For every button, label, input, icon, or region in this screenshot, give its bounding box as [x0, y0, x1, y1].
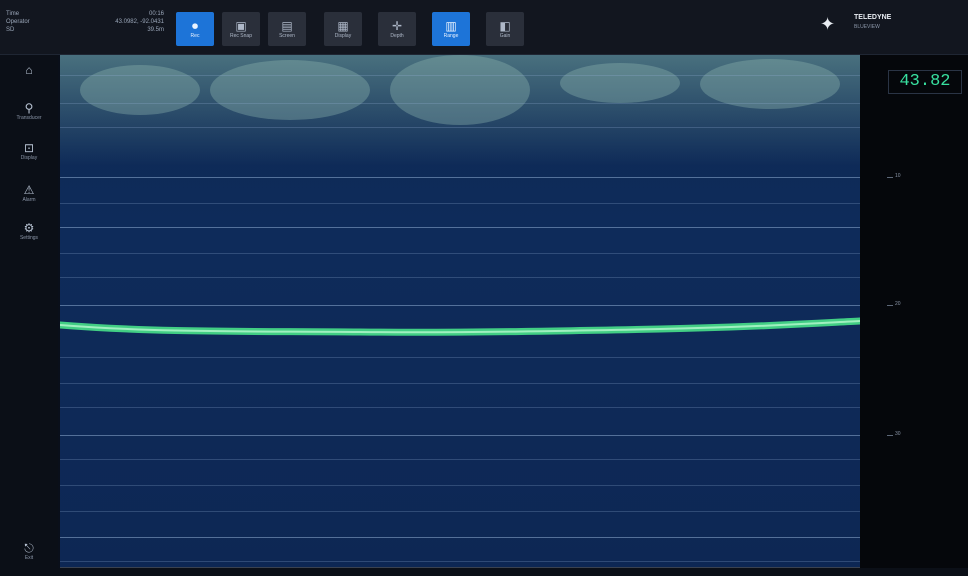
scale-tick	[887, 435, 893, 436]
status-value: 00:16	[148, 11, 164, 17]
scale-label: 20	[895, 301, 901, 307]
snapshot-button[interactable]: ▣ Rec Snap	[222, 12, 260, 46]
camera-icon: ▣	[235, 19, 247, 33]
settings-icon: ⚙	[23, 221, 35, 235]
scale-tick	[887, 177, 893, 178]
record-icon: ⏺	[191, 19, 198, 33]
exit-icon: ⎋	[24, 541, 34, 555]
depth-gridline-major	[60, 537, 860, 538]
logo-name: TELEDYNE	[854, 14, 892, 21]
depth-button[interactable]: ✛ Depth	[378, 12, 416, 46]
depth-gridline	[60, 75, 860, 76]
status-value: 39.5m	[147, 27, 164, 33]
depth-gridline	[60, 127, 860, 128]
scale-label: 30	[895, 431, 901, 437]
sidebar-item-label: Settings	[19, 235, 39, 241]
teledyne-logo: ✦ TELEDYNE BLUEVIEW	[820, 12, 960, 46]
record-label: Rec	[190, 33, 200, 39]
gain-button[interactable]: ◧ Gain	[486, 12, 524, 46]
depth-gridline	[60, 383, 860, 384]
left-sidebar: ⌂ ⚲ Transducer ⊡ Display ⚠ Alarm ⚙ Setti…	[0, 55, 58, 576]
gain-label: Gain	[499, 33, 511, 39]
depth-gridline	[60, 511, 860, 512]
range-icon: ▥	[445, 19, 457, 33]
record-button[interactable]: ⏺ Rec	[176, 12, 214, 46]
crosshair-icon: ✛	[391, 19, 403, 33]
sidebar-item-waypoint[interactable]: ⌂	[4, 63, 54, 77]
screen-icon: ▤	[281, 19, 293, 33]
top-toolbar: Time 00:16 Operator 43.0982, -92.0431 SD 39…	[0, 0, 968, 55]
depth-gridline	[60, 485, 860, 486]
sidebar-item-label: Alarm	[22, 197, 36, 203]
clutter-patch	[390, 55, 530, 125]
clutter-patch	[700, 59, 840, 109]
depth-gridline-major	[60, 435, 860, 436]
depth-gridline	[60, 407, 860, 408]
clutter-patch	[80, 65, 200, 115]
depth-gridline-major	[60, 227, 860, 228]
depth-gridline-major	[60, 177, 860, 178]
status-label: SD	[6, 27, 15, 33]
status-label: Operator	[6, 19, 30, 25]
waypoint-icon: ⌂	[25, 63, 33, 77]
range-label: Range	[443, 33, 459, 39]
transducer-icon: ⚲	[24, 101, 34, 115]
depth-gridline	[60, 357, 860, 358]
sidebar-item-alarm[interactable]: ⚠ Alarm	[4, 183, 54, 203]
scale-label: 10	[895, 173, 901, 179]
depth-gridline-major	[60, 305, 860, 306]
clutter-patch	[210, 60, 370, 120]
depth-gridline	[60, 561, 860, 562]
display-icon: ▦	[337, 19, 349, 33]
sidebar-item-transducer[interactable]: ⚲ Transducer	[4, 101, 54, 121]
status-value: 43.0982, -92.0431	[115, 19, 164, 25]
surface-clutter	[60, 55, 860, 165]
sidebar-item-label: Exit	[24, 555, 34, 561]
layout-icon: ⊡	[23, 141, 35, 155]
depth-gridline	[60, 277, 860, 278]
sonar-echogram[interactable]	[60, 55, 860, 568]
depth-gridline	[60, 103, 860, 104]
depth-gridline	[60, 253, 860, 254]
logo-subtitle: BLUEVIEW	[854, 24, 880, 30]
bottom-echo-trace	[60, 317, 860, 336]
warning-icon: ⚠	[23, 183, 35, 197]
bottom-bar	[0, 568, 968, 576]
status-label: Time	[6, 11, 20, 17]
status-panel: Time 00:16 Operator 43.0982, -92.0431 SD 39…	[6, 10, 164, 34]
screen-label: Screen	[279, 33, 295, 39]
scale-tick	[887, 305, 893, 306]
sidebar-item-exit[interactable]: ⎋ Exit	[4, 541, 54, 561]
display-button[interactable]: ▦ Display	[324, 12, 362, 46]
depth-label: Depth	[390, 33, 404, 39]
screen-button[interactable]: ▤ Screen	[268, 12, 306, 46]
sidebar-item-label: Transducer	[16, 115, 42, 121]
snapshot-label: Rec Snap	[230, 33, 252, 39]
depth-readout: 43.82	[888, 70, 962, 94]
depth-gridline	[60, 203, 860, 204]
range-button[interactable]: ▥ Range	[432, 12, 470, 46]
depth-scale-panel	[860, 55, 968, 568]
sidebar-item-display[interactable]: ⊡ Display	[4, 141, 54, 161]
logo-mark-icon: ✦	[820, 14, 836, 34]
sidebar-item-settings[interactable]: ⚙ Settings	[4, 221, 54, 241]
gain-icon: ◧	[499, 19, 511, 33]
sidebar-item-label: Display	[20, 155, 38, 161]
depth-gridline	[60, 459, 860, 460]
display-label: Display	[334, 33, 352, 39]
clutter-patch	[560, 63, 680, 103]
